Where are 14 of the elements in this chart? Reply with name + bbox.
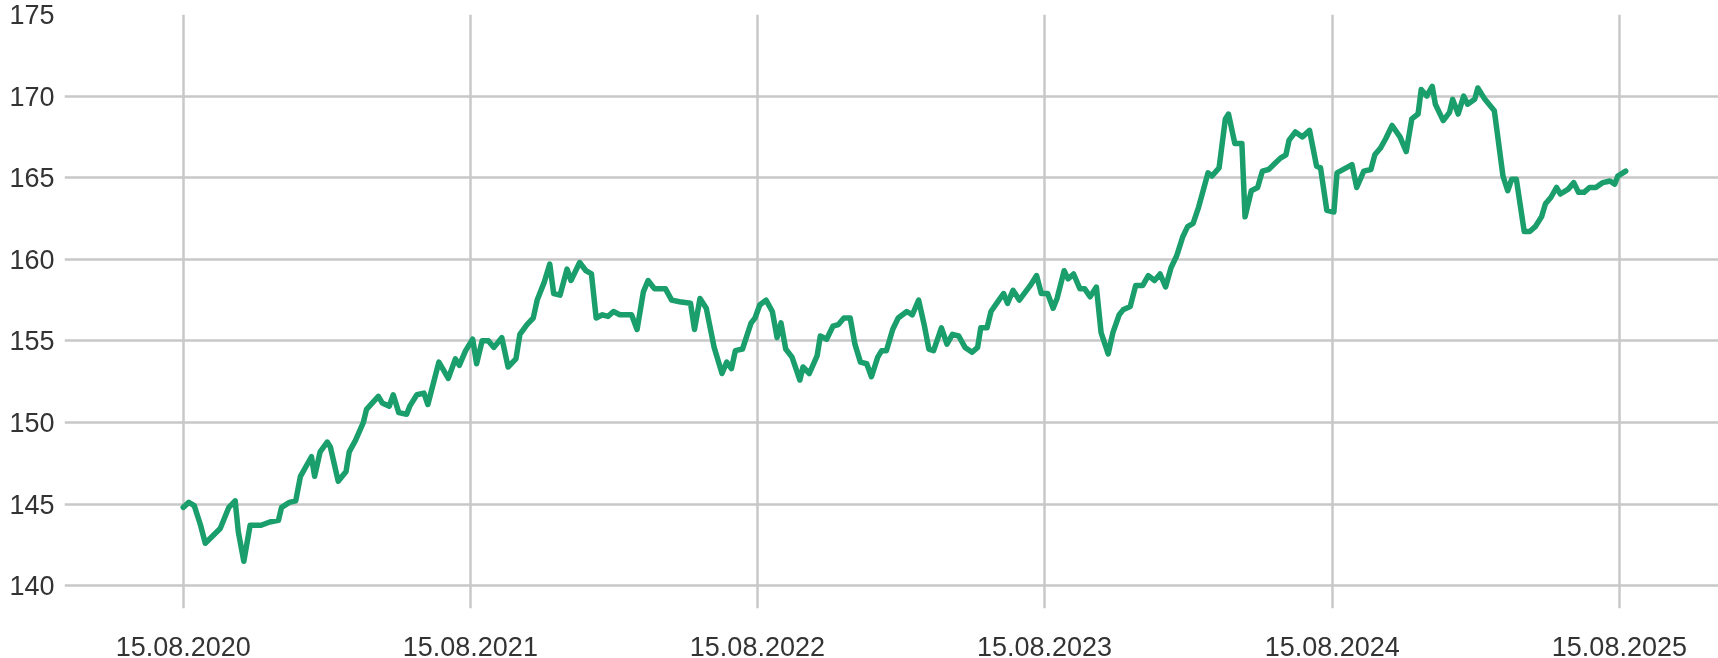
x-tick-label: 15.08.2024	[1264, 631, 1400, 658]
y-tick-label: 155	[9, 326, 55, 357]
x-tick-label: 15.08.2023	[976, 631, 1113, 658]
y-tick-label: 140	[9, 571, 55, 602]
y-tick-label: 175	[9, 0, 55, 30]
x-tick-label: 15.08.2020	[115, 631, 251, 658]
y-tick-label: 170	[9, 81, 55, 112]
y-tick-label: 165	[9, 163, 55, 194]
y-tick-label: 160	[9, 244, 55, 275]
y-tick-label: 145	[9, 489, 55, 520]
y-tick-label: 150	[9, 407, 55, 438]
x-tick-label: 15.08.2022	[689, 631, 825, 658]
x-tick-label: 15.08.2025	[1551, 631, 1687, 658]
x-tick-label: 15.08.2021	[402, 631, 538, 658]
